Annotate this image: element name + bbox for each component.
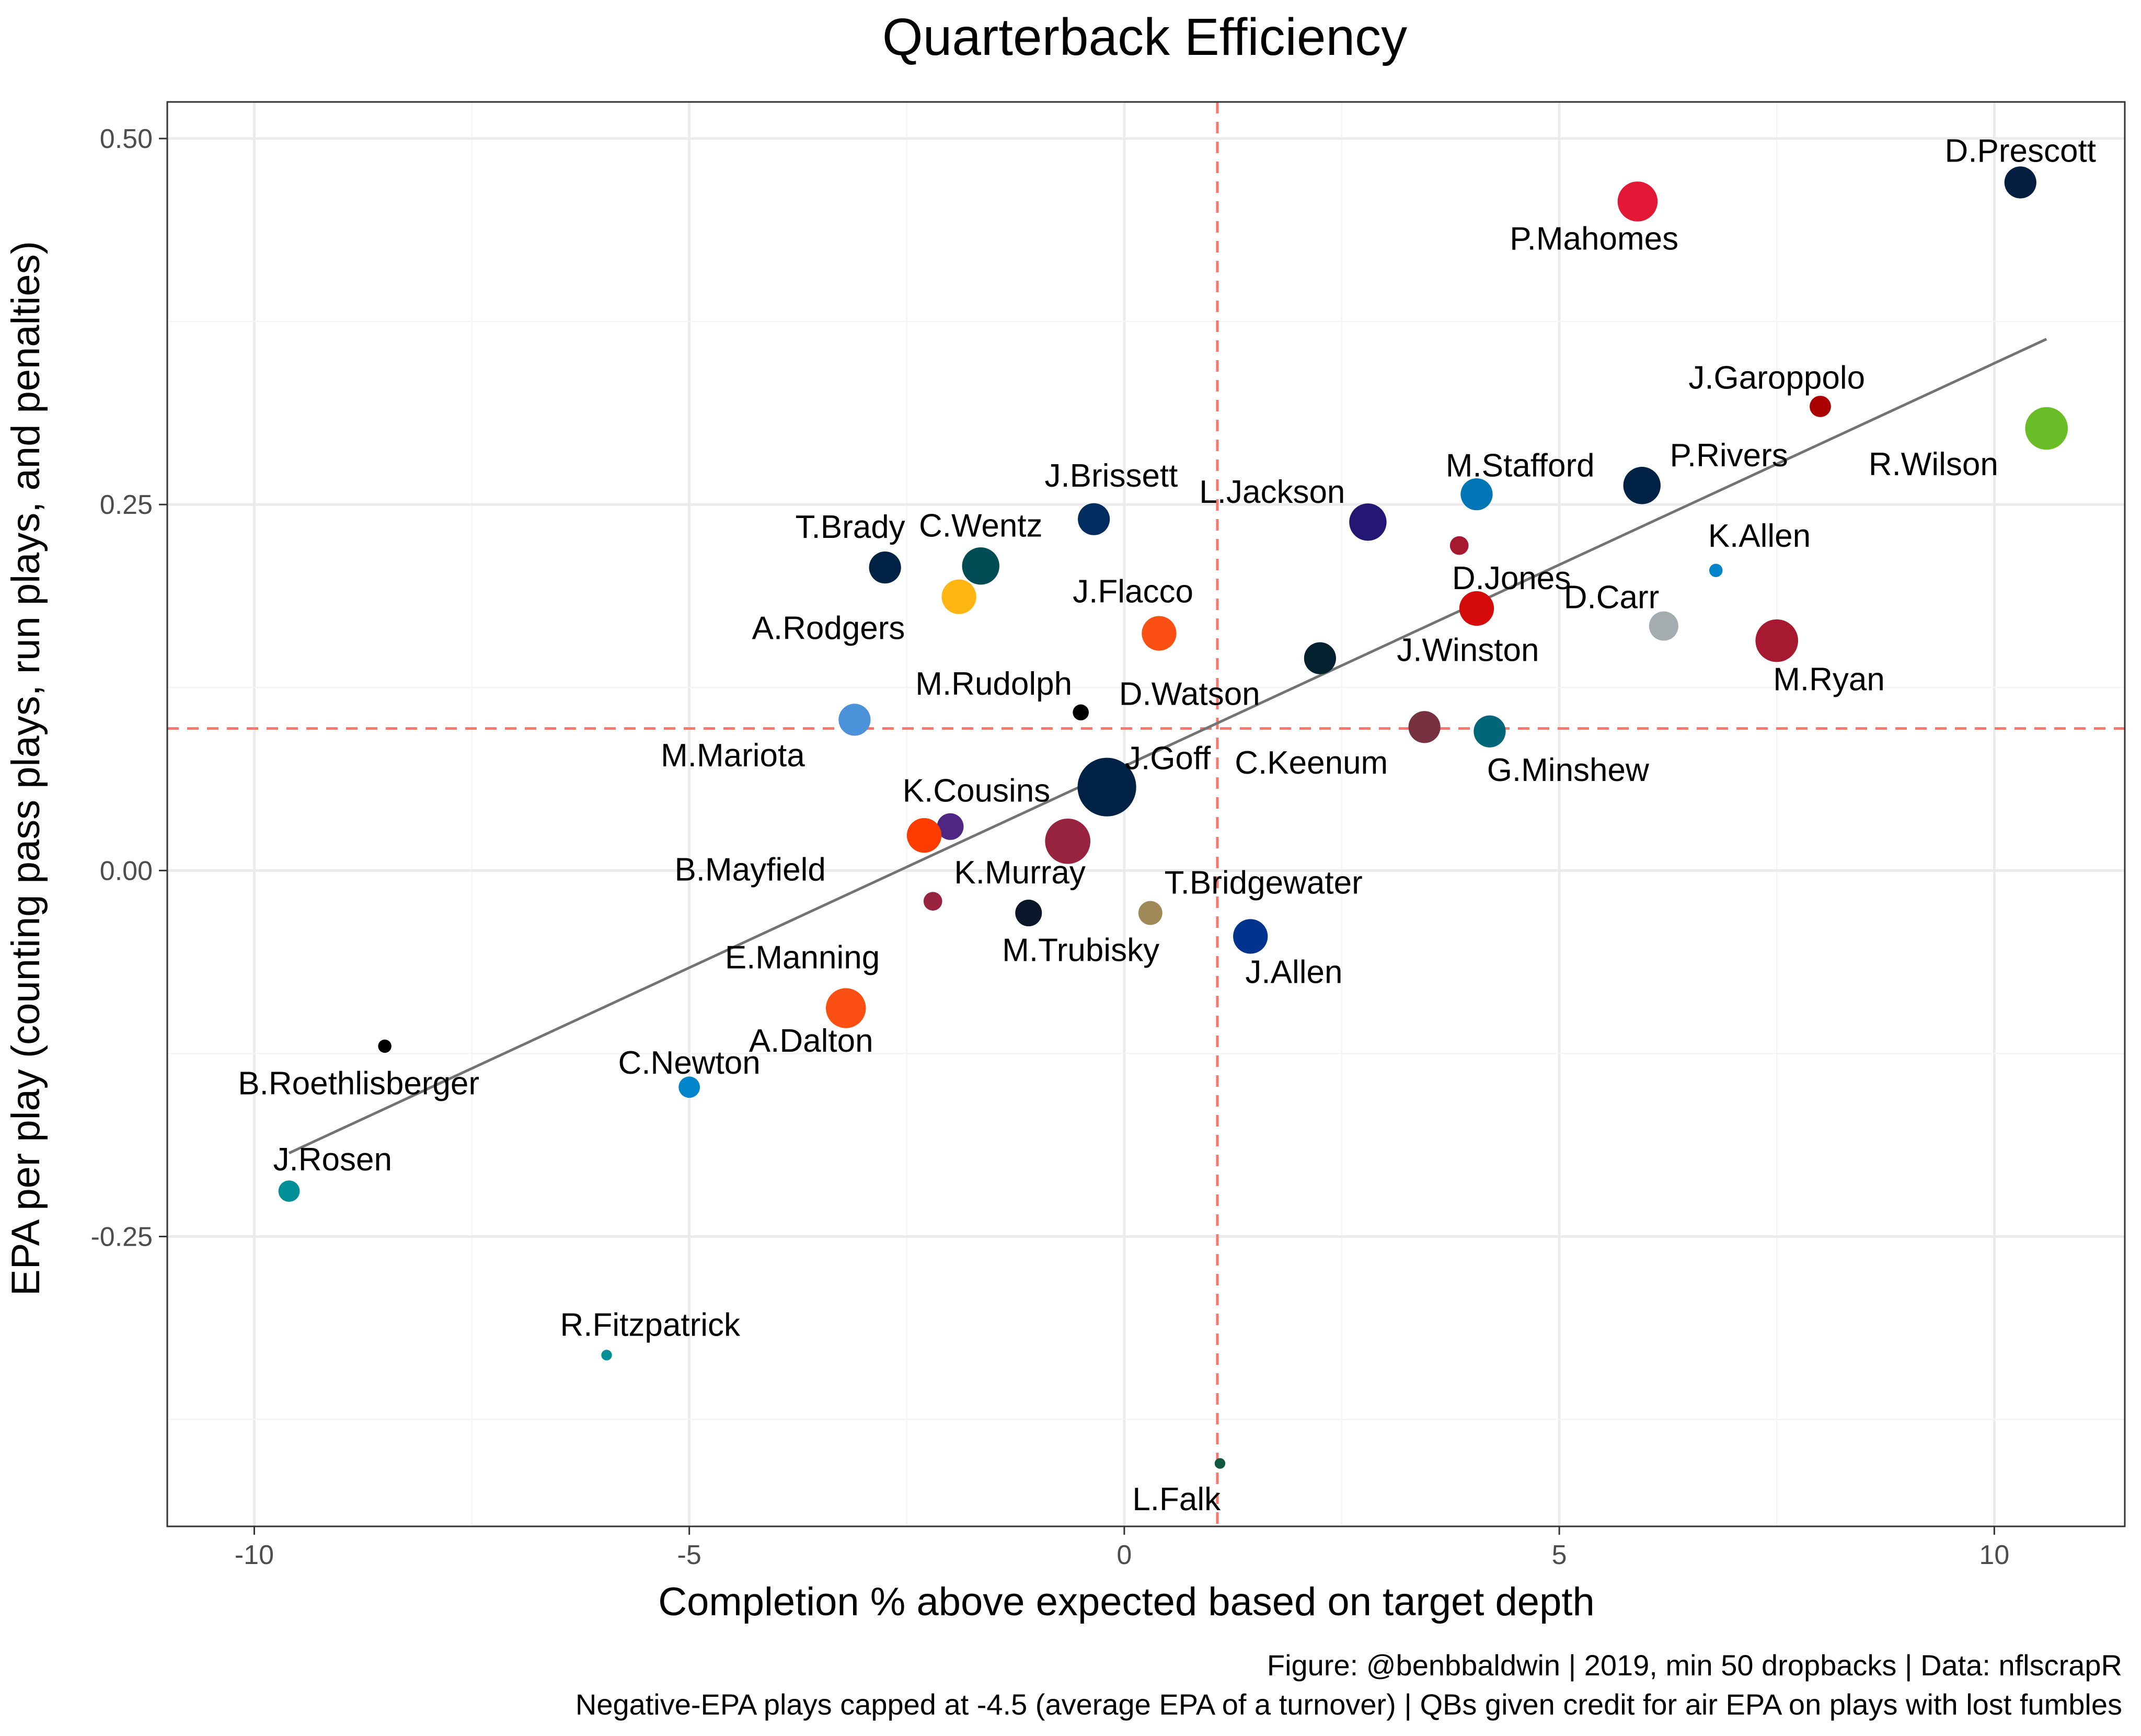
qb-point: [937, 813, 964, 840]
qb-point: [1449, 536, 1469, 555]
qb-point: [1617, 181, 1658, 222]
qb-point: [1078, 503, 1110, 535]
qb-label: C.Wentz: [919, 508, 1043, 544]
qb-label: J.Winston: [1397, 632, 1539, 668]
x-axis-ticks: -10 -5 0 5 10: [235, 1526, 2009, 1570]
regression-line: [288, 338, 2047, 1155]
qb-point: [678, 1076, 700, 1098]
qb-label: P.Rivers: [1670, 438, 1788, 474]
trend-line: [288, 338, 2047, 1155]
qb-label: R.Wilson: [1869, 446, 1998, 482]
qb-point: [2004, 166, 2036, 199]
x-tick-label: 10: [1979, 1540, 2009, 1570]
qb-point: [1810, 396, 1831, 417]
chart-title: Quarterback Efficiency: [882, 8, 1407, 66]
qb-point: [1138, 901, 1162, 925]
qb-point: [869, 551, 901, 584]
qb-point: [278, 1180, 300, 1202]
qb-label: B.Mayfield: [674, 852, 825, 888]
qb-point: [1349, 503, 1387, 541]
qb-point: [1623, 467, 1661, 504]
qb-label: M.Rudolph: [915, 666, 1072, 702]
qb-label: K.Cousins: [903, 773, 1051, 809]
y-tick-label: 0.00: [100, 856, 153, 886]
qb-point: [2025, 407, 2068, 450]
data-points: [278, 166, 2068, 1469]
y-tick-label: -0.25: [90, 1222, 153, 1252]
qb-label: J.Brissett: [1044, 458, 1178, 494]
qb-point: [1304, 642, 1336, 674]
qb-point: [962, 547, 999, 585]
reference-lines: [167, 102, 2125, 1526]
qb-label: J.Goff: [1125, 741, 1211, 777]
qb-point: [1073, 704, 1089, 721]
point-labels: D.Prescott P.Mahomes J.Garoppolo R.Wilson P.…: [238, 133, 2096, 1517]
qb-label: M.Mariota: [661, 738, 805, 774]
gridlines: [167, 102, 2125, 1526]
qb-point: [1459, 591, 1494, 626]
qb-label: R.Fitzpatrick: [560, 1307, 741, 1343]
y-axis-ticks: -0.25 0.00 0.25 0.50: [90, 124, 167, 1252]
qb-label: M.Ryan: [1773, 661, 1885, 697]
qb-label: A.Rodgers: [752, 610, 905, 646]
qb-point: [1649, 611, 1678, 641]
qb-point: [1077, 757, 1136, 817]
qb-label: D.Carr: [1564, 580, 1660, 616]
qb-label: P.Mahomes: [1510, 221, 1678, 257]
qb-label: D.Jones: [1452, 560, 1571, 596]
qb-label: D.Watson: [1119, 676, 1260, 712]
x-tick-label: -10: [235, 1540, 274, 1570]
qb-point: [923, 892, 942, 911]
x-tick-label: 5: [1552, 1540, 1567, 1570]
qb-point: [1233, 919, 1268, 954]
qb-label: C.Newton: [618, 1045, 761, 1081]
x-tick-label: 0: [1116, 1540, 1132, 1570]
qb-point: [906, 818, 942, 853]
qb-point: [1214, 1458, 1226, 1469]
qb-label: M.Stafford: [1446, 448, 1595, 484]
qb-point: [838, 704, 871, 736]
qb-point: [1045, 818, 1091, 864]
y-axis-label: EPA per play (counting pass plays, run p…: [4, 241, 48, 1296]
panel-border: [166, 101, 2126, 1527]
y-tick-label: 0.50: [100, 124, 153, 154]
x-tick-label: -5: [677, 1540, 701, 1570]
qb-label: K.Murray: [954, 855, 1085, 891]
qb-point: [826, 988, 866, 1028]
qb-label: G.Minshew: [1487, 752, 1649, 788]
caption-line-1: Figure: @benbbaldwin | 2019, min 50 drop…: [1267, 1649, 2122, 1682]
qb-label: L.Falk: [1132, 1481, 1221, 1517]
qb-label: C.Keenum: [1235, 745, 1388, 781]
qb-point: [1474, 715, 1506, 748]
qb-label: T.Brady: [795, 509, 905, 545]
qb-label: J.Allen: [1245, 955, 1342, 991]
qb-point: [1755, 619, 1799, 662]
qb-point: [601, 1350, 612, 1361]
qb-label: K.Allen: [1708, 518, 1811, 554]
qb-point: [1709, 564, 1723, 577]
qb-point: [1142, 616, 1177, 651]
qb-label: T.Bridgewater: [1165, 865, 1363, 901]
caption-line-2: Negative-EPA plays capped at -4.5 (avera…: [575, 1688, 2122, 1721]
qb-label: L.Jackson: [1199, 474, 1345, 510]
qb-label: J.Rosen: [273, 1142, 392, 1178]
qb-point: [1015, 900, 1042, 927]
qb-point: [941, 579, 976, 614]
y-tick-label: 0.25: [100, 490, 153, 520]
qb-point: [1408, 711, 1441, 743]
qb-label: E.Manning: [725, 940, 880, 976]
qb-point: [378, 1039, 392, 1053]
qb-label: A.Dalton: [749, 1023, 873, 1059]
qb-point: [1460, 478, 1493, 511]
qb-label: D.Prescott: [1945, 133, 2096, 169]
qb-label: J.Flacco: [1073, 573, 1193, 610]
qb-label: J.Garoppolo: [1688, 360, 1865, 396]
qb-label: B.Roethlisberger: [238, 1065, 479, 1101]
x-axis-label: Completion % above expected based on tar…: [658, 1580, 1594, 1624]
qb-label: M.Trubisky: [1002, 933, 1159, 969]
